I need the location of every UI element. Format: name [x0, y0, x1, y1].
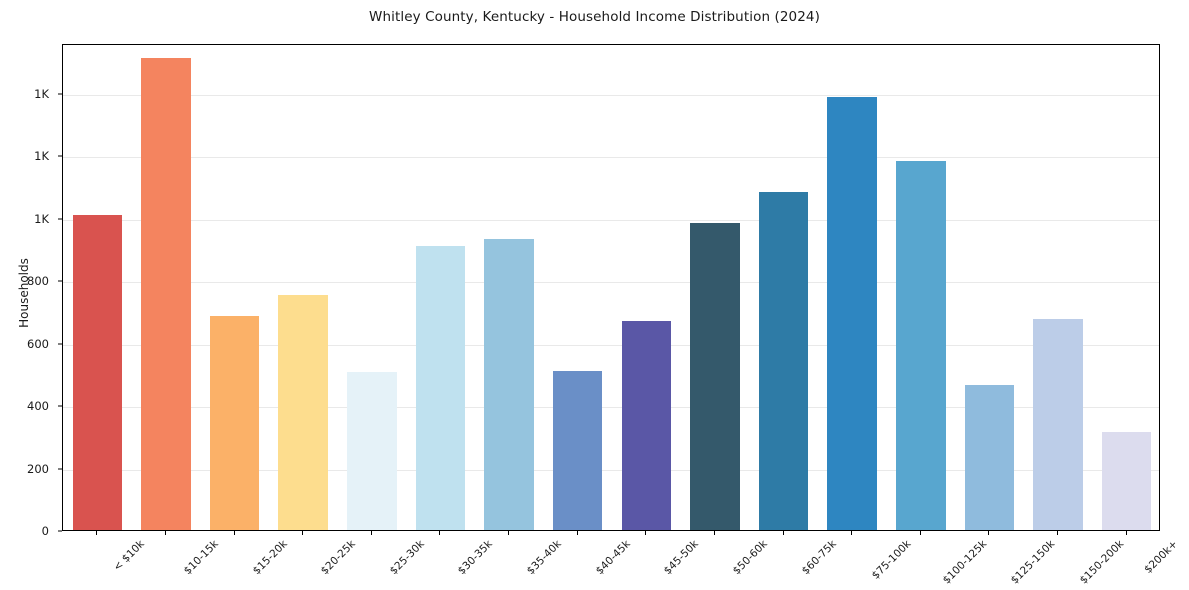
- y-tick-label: 1K: [34, 149, 49, 164]
- x-tick-mark: [851, 531, 853, 535]
- y-tick-mark: [58, 405, 62, 407]
- y-tick-label: 600: [27, 336, 49, 351]
- x-tick-label: $10-15k: [181, 538, 221, 578]
- bar: [896, 161, 946, 530]
- x-tick-label: < $10k: [111, 538, 148, 574]
- y-tick-mark: [58, 343, 62, 345]
- bar: [347, 372, 397, 530]
- y-tick-mark: [58, 280, 62, 282]
- x-tick-mark: [508, 531, 510, 535]
- x-tick-label: $75-100k: [869, 538, 914, 582]
- x-tick-label: $35-40k: [524, 538, 564, 578]
- x-tick-mark: [713, 531, 715, 535]
- bar: [1101, 432, 1152, 530]
- x-tick-label: $150-200k: [1077, 538, 1127, 587]
- x-tick-mark: [439, 531, 441, 535]
- bar: [827, 97, 877, 530]
- x-tick-mark: [1057, 531, 1059, 535]
- bar-series: [63, 45, 1159, 530]
- x-tick-label: $50-60k: [730, 538, 770, 578]
- y-tick-label: 0: [41, 524, 49, 538]
- y-tick-mark: [58, 155, 62, 157]
- x-tick-label: $25-30k: [387, 538, 427, 578]
- x-tick-label: $45-50k: [661, 538, 702, 578]
- x-tick-label: $125-150k: [1009, 538, 1058, 587]
- x-tick-label: $200k+: [1141, 538, 1180, 576]
- y-axis-label: Households: [17, 258, 31, 328]
- bar: [690, 222, 740, 530]
- bar: [964, 385, 1015, 530]
- y-tick-mark: [58, 468, 62, 470]
- bar: [484, 238, 534, 530]
- y-tick-label: 400: [27, 399, 49, 414]
- y-tick-label: 800: [27, 274, 49, 289]
- x-tick-mark: [1125, 531, 1127, 535]
- bar: [1033, 319, 1083, 530]
- plot-area: [62, 44, 1160, 531]
- chart-title: Whitley County, Kentucky - Household Inc…: [369, 9, 820, 25]
- y-tick-mark: [58, 218, 62, 220]
- x-tick-mark: [988, 531, 990, 535]
- x-tick-mark: [302, 531, 304, 535]
- x-tick-label: $60-75k: [799, 538, 839, 578]
- x-tick-mark: [919, 531, 921, 535]
- y-tick-mark: [58, 93, 62, 95]
- bar: [141, 58, 191, 530]
- bar: [621, 321, 671, 530]
- y-tick-label: 1K: [34, 86, 49, 101]
- x-tick-label: $100-125k: [940, 538, 989, 587]
- bar: [209, 316, 260, 530]
- y-axis: Households 0 200 400 600 800 1K 1K 1K: [0, 44, 62, 538]
- bar: [278, 294, 328, 530]
- x-tick-mark: [782, 531, 784, 535]
- x-tick-mark: [370, 531, 372, 535]
- x-tick-mark: [576, 531, 578, 535]
- x-tick-label: $15-20k: [250, 538, 290, 578]
- y-tick-label: 1K: [34, 211, 49, 226]
- x-tick-mark: [96, 531, 98, 535]
- bar: [72, 214, 122, 530]
- y-tick-label: 200: [27, 461, 49, 476]
- y-tick-mark: [58, 530, 62, 532]
- x-tick-mark: [645, 531, 647, 535]
- x-tick-label: $40-45k: [593, 538, 633, 578]
- bar: [552, 371, 603, 530]
- bar: [415, 245, 466, 530]
- x-axis: < $10k $10-15k $15-20k $20-25k $25-30k $30-35…: [62, 531, 1180, 590]
- x-tick-mark: [164, 531, 166, 535]
- x-tick-label: $30-35k: [456, 538, 496, 578]
- bar: [758, 191, 809, 530]
- x-tick-mark: [233, 531, 235, 535]
- x-tick-label: $20-25k: [318, 538, 358, 578]
